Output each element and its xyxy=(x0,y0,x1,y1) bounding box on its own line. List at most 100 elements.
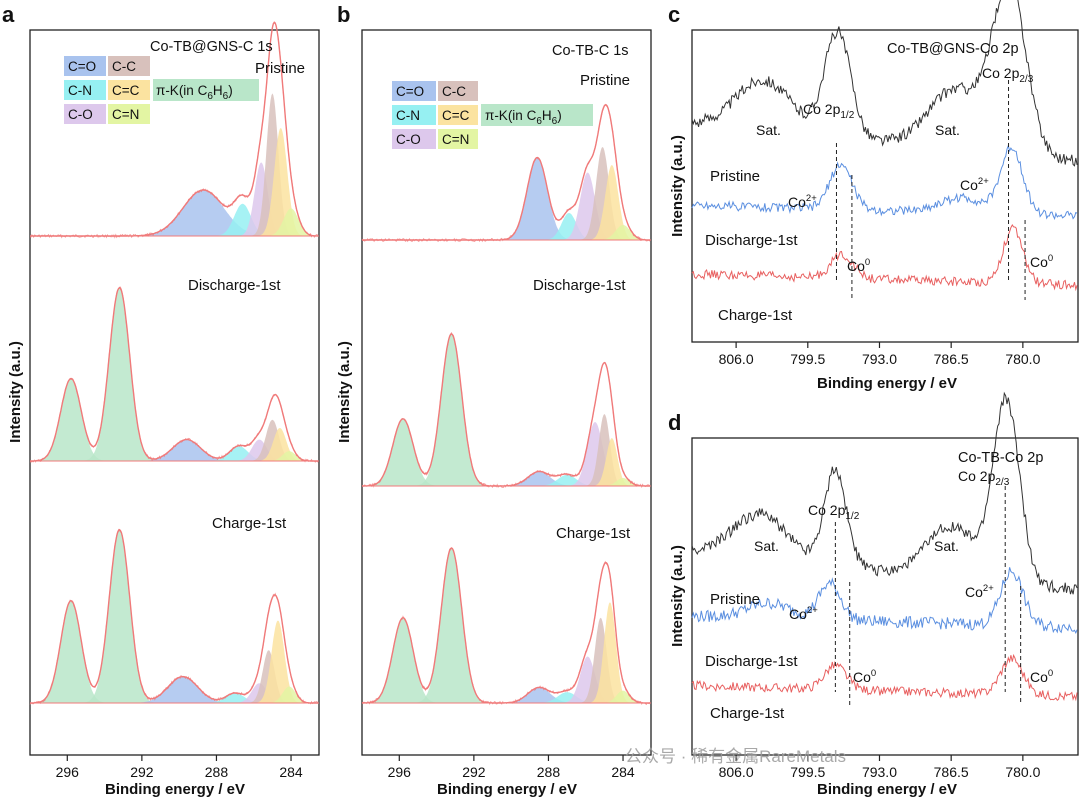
component-k-in-c6h6-0 xyxy=(362,418,651,486)
panel-d-y-axis-title: Intensity (a.u.) xyxy=(669,545,686,647)
panel-d-label-sat2: Sat. xyxy=(934,538,959,554)
x-tick-label-284: 284 xyxy=(611,764,635,780)
legend-swatch-c-o xyxy=(392,129,436,149)
panel-d-label-co2-right: Co2+ xyxy=(965,583,994,600)
legend-swatch-c-n xyxy=(392,105,436,125)
legend-label-c-o: C-O xyxy=(396,132,421,147)
panel-d-label-co2-left: Co2+ xyxy=(789,605,818,622)
panel-d-label-sat1: Sat. xyxy=(754,538,779,554)
series-line-discharge-1st xyxy=(691,567,1078,634)
panel-d: Co-TB-Co 2p Co 2p2/3 Co 2p1/2 Sat. Sat. … xyxy=(669,391,1079,798)
series-line-pristine xyxy=(691,0,1078,167)
component-c-o-4 xyxy=(362,422,651,486)
component-c-o-4 xyxy=(30,439,319,461)
legend-swatch-c-o-double xyxy=(392,81,436,101)
spectrum-pristine xyxy=(361,103,651,243)
legend-swatch-c-n xyxy=(64,80,106,100)
panel-b-frame xyxy=(361,29,652,756)
component-c-n-5 xyxy=(30,208,319,236)
panel-d-frame xyxy=(691,437,1079,756)
panel-c-label-p12: Co 2p1/2 xyxy=(803,101,855,121)
panel-c-label-co0-left: Co0 xyxy=(847,257,870,274)
panel-c: Co-TB@GNS-Co 2p Co 2p2/3 Co 2p1/2 Sat. S… xyxy=(669,0,1079,392)
panel-d-label-charge: Charge-1st xyxy=(710,705,785,722)
legend-label-c-o-double: C=O xyxy=(396,84,424,99)
panel-d-letter: d xyxy=(668,410,681,435)
x-tick-label-296: 296 xyxy=(388,764,412,780)
panel-d-label-p12: Co 2p1/2 xyxy=(808,502,860,522)
panel-d-title: Co-TB-Co 2p xyxy=(958,450,1043,466)
panel-a-title: Co-TB@GNS-C 1s xyxy=(150,39,273,55)
panel-c-label-sat1: Sat. xyxy=(756,122,781,138)
series-line-charge-1st xyxy=(691,224,1078,292)
series-line-charge-1st xyxy=(691,653,1078,702)
legend-swatch-c-n-double xyxy=(108,104,150,124)
component-c-n-7 xyxy=(362,478,651,486)
panel-a-frame xyxy=(29,29,320,756)
component-k-in-c6h6-0 xyxy=(30,378,319,461)
panel-a-x-ticks: 296 292 288 284 xyxy=(56,755,303,780)
panel-b-title: Co-TB-C 1s xyxy=(552,43,629,59)
legend-label-c-c-double: C=C xyxy=(442,108,470,123)
envelope-line-discharge-1st xyxy=(30,286,319,462)
panel-a: Co-TB@GNS-C 1s Pristine Discharge-1st Ch… xyxy=(7,21,320,798)
spectrum-pristine xyxy=(29,21,319,239)
legend-swatch-c-o-double xyxy=(64,56,106,76)
panel-a-x-axis-title: Binding energy / eV xyxy=(105,781,245,798)
x-tick-label-780.0: 780.0 xyxy=(1005,764,1040,780)
component-k-in-c6h6-0 xyxy=(362,617,651,703)
panel-c-x-ticks: 806.0 799.5 793.0 786.5 780.0 xyxy=(719,342,1041,367)
panel-a-y-axis-title: Intensity (a.u.) xyxy=(7,341,24,443)
legend-label-c-n: C-N xyxy=(68,83,92,98)
panel-a-legend: C=O C-C C-N C=C π-K(in C6H6) C-O C=N xyxy=(64,56,259,124)
panel-b-legend: C=O C-C C-N C=C π-K(in C6H6) C-O C=N xyxy=(392,81,593,149)
legend-label-c-n-double: C=N xyxy=(442,132,469,147)
component-c-n-7 xyxy=(30,451,319,461)
legend-label-pik: π-K(in C6H6) xyxy=(485,108,562,127)
component-c-n-1 xyxy=(30,203,319,236)
panel-b-letter: b xyxy=(337,2,350,27)
legend-label-c-c: C-C xyxy=(112,59,136,74)
legend-label-c-o-double: C=O xyxy=(68,59,96,74)
legend-swatch-c-n-double xyxy=(438,129,478,149)
panel-c-label-charge: Charge-1st xyxy=(718,307,793,324)
panel-a-letter: a xyxy=(2,2,15,27)
x-tick-label-786.5: 786.5 xyxy=(934,351,969,367)
spectrum-discharge-1st xyxy=(361,331,651,489)
series-line-pristine xyxy=(691,391,1078,595)
panel-b-label-discharge: Discharge-1st xyxy=(533,277,626,294)
x-tick-label-786.5: 786.5 xyxy=(934,764,969,780)
x-tick-label-284: 284 xyxy=(279,764,303,780)
panel-d-label-p23: Co 2p2/3 xyxy=(958,468,1010,488)
panel-c-title: Co-TB@GNS-Co 2p xyxy=(887,41,1019,57)
panel-c-label-discharge: Discharge-1st xyxy=(705,232,798,249)
panel-d-label-co0-left: Co0 xyxy=(853,668,876,685)
legend-label-c-c: C-C xyxy=(442,84,466,99)
component-c-o-2 xyxy=(30,676,319,703)
legend-swatch-c-c-double xyxy=(108,80,150,100)
panel-c-label-p23: Co 2p2/3 xyxy=(982,65,1034,85)
x-tick-label-799.5: 799.5 xyxy=(790,764,825,780)
x-tick-label-292: 292 xyxy=(130,764,154,780)
spectrum-charge-1st xyxy=(361,547,651,706)
panel-d-x-axis-title: Binding energy / eV xyxy=(817,781,957,798)
legend-label-c-n-double: C=N xyxy=(112,107,139,122)
x-tick-label-806.0: 806.0 xyxy=(719,764,754,780)
spectrum-discharge-1st xyxy=(29,286,319,463)
panel-c-label-sat2: Sat. xyxy=(935,122,960,138)
panel-a-label-pristine: Pristine xyxy=(255,60,305,77)
legend-swatch-c-c xyxy=(108,56,150,76)
panel-a-label-charge: Charge-1st xyxy=(212,515,287,532)
panel-c-x-axis-title: Binding energy / eV xyxy=(817,375,957,392)
x-tick-label-288: 288 xyxy=(205,764,229,780)
legend-label-c-o: C-O xyxy=(68,107,93,122)
x-tick-label-780.0: 780.0 xyxy=(1005,351,1040,367)
series-line-discharge-1st xyxy=(691,144,1078,221)
panel-c-label-pristine: Pristine xyxy=(710,168,760,185)
envelope-line-charge-1st xyxy=(30,528,319,704)
panel-c-letter: c xyxy=(668,2,680,27)
x-tick-label-296: 296 xyxy=(56,764,80,780)
x-tick-label-292: 292 xyxy=(462,764,486,780)
panel-a-label-discharge: Discharge-1st xyxy=(188,277,281,294)
component-c-n-7 xyxy=(362,690,651,703)
